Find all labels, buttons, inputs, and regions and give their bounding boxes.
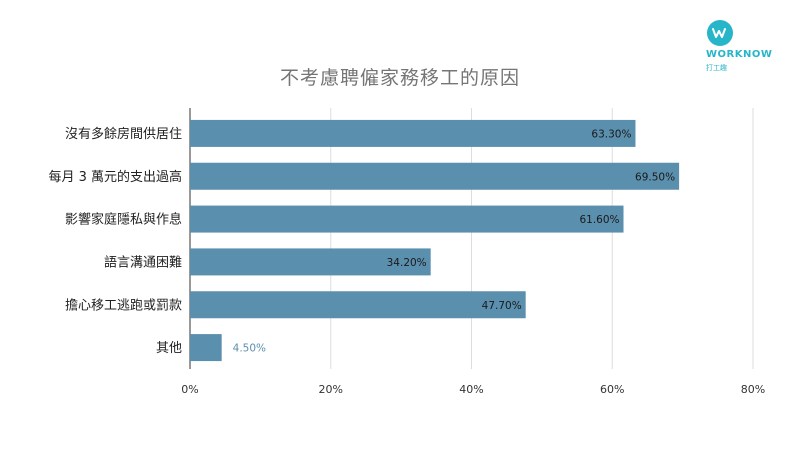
brand-name: WORKNOW [706, 49, 773, 60]
value-label-3: 34.20% [387, 257, 427, 269]
bar-4 [190, 291, 526, 319]
value-label-1: 69.50% [635, 171, 675, 183]
value-label-2: 61.60% [579, 214, 619, 226]
category-label-1: 每月 3 萬元的支出過高 [48, 169, 182, 185]
x-tick-label-4: 80% [741, 383, 765, 396]
worknow-logo-icon [707, 20, 733, 46]
value-label-5: 4.50% [233, 343, 266, 355]
category-label-0: 沒有多餘房間供居住 [65, 126, 182, 142]
x-tick-label-1: 20% [319, 383, 343, 396]
chart-title: 不考慮聘僱家務移工的原因 [279, 67, 520, 89]
bar-5 [190, 334, 222, 362]
bar-1 [190, 162, 680, 190]
value-label-4: 47.70% [482, 300, 522, 312]
bar-3 [190, 248, 431, 276]
value-label-0: 63.30% [591, 128, 631, 140]
category-label-5: 其他 [156, 341, 182, 356]
category-label-4: 擔心移工逃跑或罰款 [65, 298, 182, 313]
bar-0 [190, 119, 636, 147]
category-label-2: 影響家庭隱私與作息 [65, 212, 182, 228]
category-label-3: 語言溝通困難 [104, 254, 182, 270]
x-tick-label-3: 60% [600, 383, 624, 396]
brand-subtitle: 打工趣 [706, 64, 727, 72]
x-tick-label-0: 0% [181, 383, 198, 396]
brand-logo: WORKNOW 打工趣 [702, 20, 772, 76]
x-tick-label-2: 40% [459, 383, 483, 396]
bar-2 [190, 205, 624, 233]
